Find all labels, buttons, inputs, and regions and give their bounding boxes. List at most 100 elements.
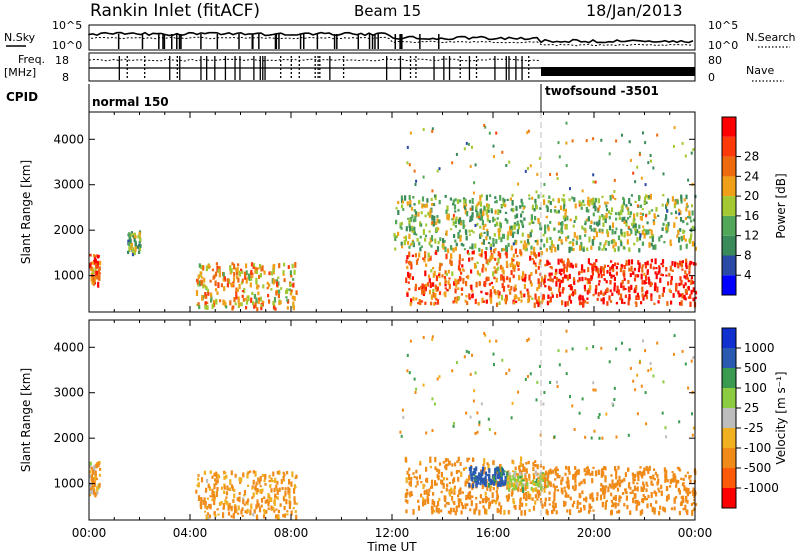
- x-tick-label: 00:00: [678, 526, 713, 540]
- data-cell: [691, 276, 693, 279]
- data-cell: [285, 487, 287, 490]
- data-cell: [218, 267, 220, 269]
- data-cell: [292, 296, 294, 300]
- data-cell: [465, 281, 467, 286]
- freq-label-line2: [MHz]: [4, 66, 36, 79]
- data-cell: [618, 212, 620, 215]
- data-cell: [408, 288, 410, 290]
- data-cell: [561, 239, 563, 244]
- data-cell: [686, 203, 688, 206]
- data-cell: [242, 295, 244, 298]
- data-cell: [515, 288, 517, 290]
- data-cell: [644, 197, 646, 201]
- data-cell: [465, 467, 467, 469]
- data-cell: [204, 296, 206, 299]
- data-cell: [285, 296, 287, 298]
- data-cell: [606, 270, 608, 274]
- data-cell: [641, 486, 643, 491]
- data-cell: [669, 485, 671, 488]
- data-cell: [488, 210, 490, 213]
- data-cell: [692, 356, 694, 359]
- data-cell: [195, 490, 197, 494]
- data-cell: [405, 499, 407, 502]
- data-cell: [678, 420, 680, 423]
- data-cell: [491, 210, 493, 213]
- data-cell: [589, 263, 591, 265]
- data-cell: [601, 469, 603, 473]
- data-cell: [205, 501, 207, 505]
- data-cell: [584, 468, 586, 472]
- data-cell: [211, 476, 213, 479]
- data-cell: [656, 342, 658, 345]
- data-cell: [466, 276, 468, 278]
- data-cell: [455, 288, 457, 293]
- data-cell: [662, 259, 664, 264]
- data-cell: [637, 476, 639, 481]
- data-cell: [675, 211, 677, 215]
- data-cell: [216, 291, 218, 295]
- data-cell: [423, 384, 425, 387]
- data-cell: [635, 295, 637, 300]
- data-cell: [453, 217, 455, 220]
- cbar-swatch: [722, 236, 736, 256]
- data-cell: [508, 369, 510, 372]
- data-cell: [624, 278, 626, 281]
- data-cell: [451, 161, 453, 164]
- data-cell: [538, 194, 540, 198]
- data-cell: [420, 236, 422, 239]
- data-cell: [595, 259, 597, 262]
- data-cell: [684, 275, 686, 278]
- data-cell: [507, 500, 509, 502]
- noise-left-tick-bottom: 10^0: [52, 39, 82, 52]
- data-cell: [96, 478, 98, 480]
- data-cell: [424, 271, 426, 277]
- data-cell: [610, 213, 612, 215]
- data-cell: [494, 224, 496, 227]
- data-cell: [549, 276, 551, 282]
- data-cell: [554, 468, 556, 471]
- data-cell: [599, 242, 601, 245]
- data-cell: [412, 229, 414, 231]
- data-cell: [414, 170, 416, 173]
- data-cell: [479, 501, 481, 504]
- data-cell: [457, 477, 459, 482]
- nave-label: Nave: [746, 64, 774, 77]
- data-cell: [431, 397, 433, 400]
- data-cell: [251, 292, 253, 295]
- data-cell: [605, 205, 607, 208]
- data-cell: [437, 170, 439, 173]
- data-cell: [554, 227, 556, 230]
- data-cell: [286, 288, 288, 294]
- data-cell: [492, 460, 494, 464]
- data-cell: [429, 230, 431, 232]
- data-cell: [678, 212, 680, 215]
- data-cell: [563, 501, 565, 507]
- data-cell: [450, 254, 452, 259]
- data-cell: [546, 509, 548, 514]
- data-cell: [632, 475, 634, 480]
- data-cell: [543, 466, 545, 470]
- data-cell: [588, 216, 590, 221]
- x-axis-label: Time UT: [366, 540, 417, 554]
- data-cell: [252, 485, 254, 487]
- velocity-panel: 1000200030004000 Slant Range [km]: [19, 320, 697, 520]
- data-cell: [615, 212, 617, 215]
- data-cell: [674, 334, 676, 337]
- x-tick-labels: 00:00 04:00 08:00 12:00 16:00 20:00 00:00: [72, 526, 713, 540]
- data-cell: [614, 231, 616, 234]
- data-cell: [210, 299, 212, 303]
- data-cell: [471, 244, 473, 250]
- data-cell: [528, 476, 530, 479]
- data-cell: [579, 200, 581, 203]
- data-cell: [488, 277, 490, 281]
- data-cell: [616, 266, 618, 269]
- data-cell: [432, 499, 434, 502]
- data-cell: [548, 227, 550, 232]
- data-cell: [641, 177, 643, 180]
- data-cell: [242, 279, 244, 283]
- data-cell: [555, 272, 557, 275]
- data-cell: [406, 266, 408, 269]
- data-cell: [561, 221, 563, 226]
- data-cell: [295, 476, 297, 479]
- data-cell: [256, 482, 258, 486]
